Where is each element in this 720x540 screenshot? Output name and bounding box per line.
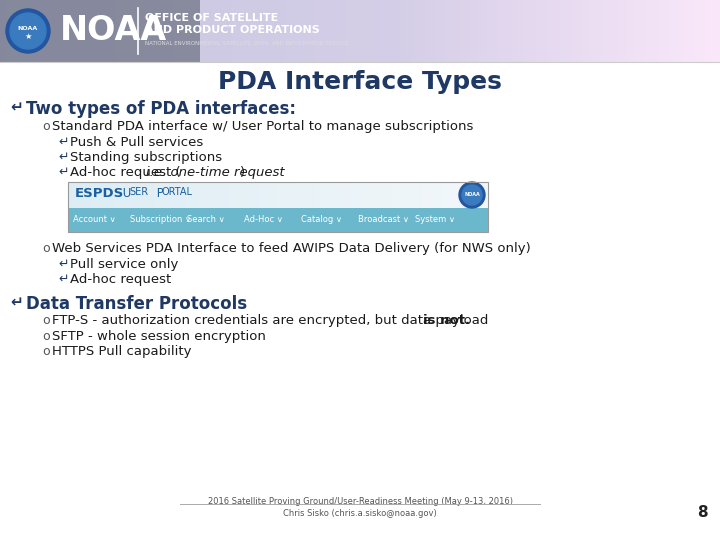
- Text: ↵: ↵: [58, 166, 68, 179]
- Text: OFFICE OF SATELLITE: OFFICE OF SATELLITE: [145, 13, 278, 23]
- Text: AND PRODUCT OPERATIONS: AND PRODUCT OPERATIONS: [145, 25, 320, 35]
- Text: ★: ★: [24, 31, 32, 40]
- Text: SFTP - whole session encryption: SFTP - whole session encryption: [52, 330, 266, 343]
- Text: o: o: [42, 314, 50, 327]
- Text: Search ∨: Search ∨: [187, 215, 225, 225]
- Text: FTP-S - authorization credentials are encrypted, but data payload: FTP-S - authorization credentials are en…: [52, 314, 492, 327]
- Circle shape: [10, 13, 46, 49]
- Text: Catalog ∨: Catalog ∨: [301, 215, 342, 225]
- Text: ORTAL: ORTAL: [161, 187, 192, 197]
- Text: o: o: [42, 120, 50, 133]
- Text: ↵: ↵: [10, 295, 23, 310]
- Text: ↵: ↵: [10, 100, 23, 115]
- Text: ESPDS: ESPDS: [75, 187, 125, 200]
- Text: 2016 Satellite Proving Ground/User-Readiness Meeting (May 9-13, 2016): 2016 Satellite Proving Ground/User-Readi…: [207, 497, 513, 506]
- Text: Push & Pull services: Push & Pull services: [70, 136, 203, 149]
- Text: i.e. one-time request: i.e. one-time request: [146, 166, 284, 179]
- Text: P: P: [153, 187, 163, 200]
- Text: Chris Sisko (chris.a.sisko@noaa.gov): Chris Sisko (chris.a.sisko@noaa.gov): [283, 509, 437, 518]
- Text: Account ∨: Account ∨: [73, 215, 116, 225]
- Text: ↵: ↵: [58, 151, 68, 164]
- Text: Ad-hoc request (: Ad-hoc request (: [70, 166, 181, 179]
- Text: o: o: [42, 330, 50, 343]
- Circle shape: [459, 182, 485, 208]
- Text: 8: 8: [698, 505, 708, 520]
- Text: ): ): [240, 166, 245, 179]
- Text: ↵: ↵: [58, 258, 68, 271]
- Text: o: o: [42, 242, 50, 255]
- Text: Ad-Hoc ∨: Ad-Hoc ∨: [244, 215, 283, 225]
- Text: U: U: [119, 187, 131, 200]
- Text: Pull service only: Pull service only: [70, 258, 179, 271]
- Text: NOAA: NOAA: [60, 15, 167, 48]
- Circle shape: [462, 185, 482, 205]
- FancyBboxPatch shape: [68, 208, 488, 232]
- Text: ↵: ↵: [58, 136, 68, 149]
- Text: Standard PDA interface w/ User Portal to manage subscriptions: Standard PDA interface w/ User Portal to…: [52, 120, 473, 133]
- Text: Two types of PDA interfaces:: Two types of PDA interfaces:: [26, 100, 296, 118]
- Text: PDA Interface Types: PDA Interface Types: [218, 70, 502, 94]
- Text: Web Services PDA Interface to feed AWIPS Data Delivery (for NWS only): Web Services PDA Interface to feed AWIPS…: [52, 242, 531, 255]
- Text: is not.: is not.: [423, 314, 470, 327]
- Text: NOAA: NOAA: [18, 25, 38, 30]
- Text: NOAA: NOAA: [464, 192, 480, 198]
- FancyBboxPatch shape: [68, 182, 488, 208]
- Text: o: o: [42, 345, 50, 358]
- Text: Subscription ∨: Subscription ∨: [130, 215, 191, 225]
- FancyBboxPatch shape: [0, 0, 200, 62]
- Text: Broadcast ∨: Broadcast ∨: [358, 215, 409, 225]
- Text: HTTPS Pull capability: HTTPS Pull capability: [52, 345, 192, 358]
- Text: Standing subscriptions: Standing subscriptions: [70, 151, 222, 164]
- Text: System ∨: System ∨: [415, 215, 455, 225]
- Text: Ad-hoc request: Ad-hoc request: [70, 273, 171, 286]
- Circle shape: [6, 9, 50, 53]
- Text: SER: SER: [129, 187, 148, 197]
- Text: ↵: ↵: [58, 273, 68, 286]
- Text: NATIONAL ENVIRONMENTAL SATELLITE, DATA, AND INFORMATION SERVICE: NATIONAL ENVIRONMENTAL SATELLITE, DATA, …: [145, 40, 348, 45]
- Text: Data Transfer Protocols: Data Transfer Protocols: [26, 295, 247, 313]
